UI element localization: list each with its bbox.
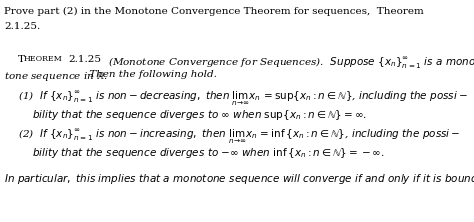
Text: $\it{bility\ that\ the\ sequence\ diverges\ to}$ $-\infty$ $\it{when}$ $\inf\{x_: $\it{bility\ that\ the\ sequence\ diverg… xyxy=(32,146,385,160)
Text: T: T xyxy=(18,55,25,64)
Text: 2.1.25.: 2.1.25. xyxy=(4,22,40,31)
Text: $\it{bility\ that\ the\ sequence\ diverges\ to}$ $\infty$ $\it{when}$ $\sup\{x_n: $\it{bility\ that\ the\ sequence\ diverg… xyxy=(32,108,367,122)
Text: Prove part (2) in the Monotone Convergence Theorem for sequences,  Theorem: Prove part (2) in the Monotone Convergen… xyxy=(4,7,424,16)
Text: (2)  $\it{If}$ $\{x_n\}_{n=1}^{\infty}$ $\it{is\ non-increasing,\ then}$ $\lim_{: (2) $\it{If}$ $\{x_n\}_{n=1}^{\infty}$ $… xyxy=(18,128,460,146)
Text: $\it{In\ particular,\ this\ implies\ that\ a\ monotone\ sequence\ will\ converge: $\it{In\ particular,\ this\ implies\ tha… xyxy=(4,172,474,186)
Text: 2.1.25: 2.1.25 xyxy=(68,55,101,64)
Text: (1)  $\it{If}$ $\{x_n\}_{n=1}^{\infty}$ $\it{is\ non-decreasing,\ then}$ $\lim_{: (1) $\it{If}$ $\{x_n\}_{n=1}^{\infty}$ $… xyxy=(18,90,468,108)
Text: (Monotone Convergence for Sequences).  $\it{Suppose}$ $\{x_n\}_{n=1}^{\infty}$ $: (Monotone Convergence for Sequences). $\… xyxy=(108,55,474,70)
Text: Then the following hold.: Then the following hold. xyxy=(86,70,217,79)
Text: tone sequence in $\mathbb{R}$.: tone sequence in $\mathbb{R}$. xyxy=(4,70,108,83)
Text: HEOREM: HEOREM xyxy=(24,55,63,63)
